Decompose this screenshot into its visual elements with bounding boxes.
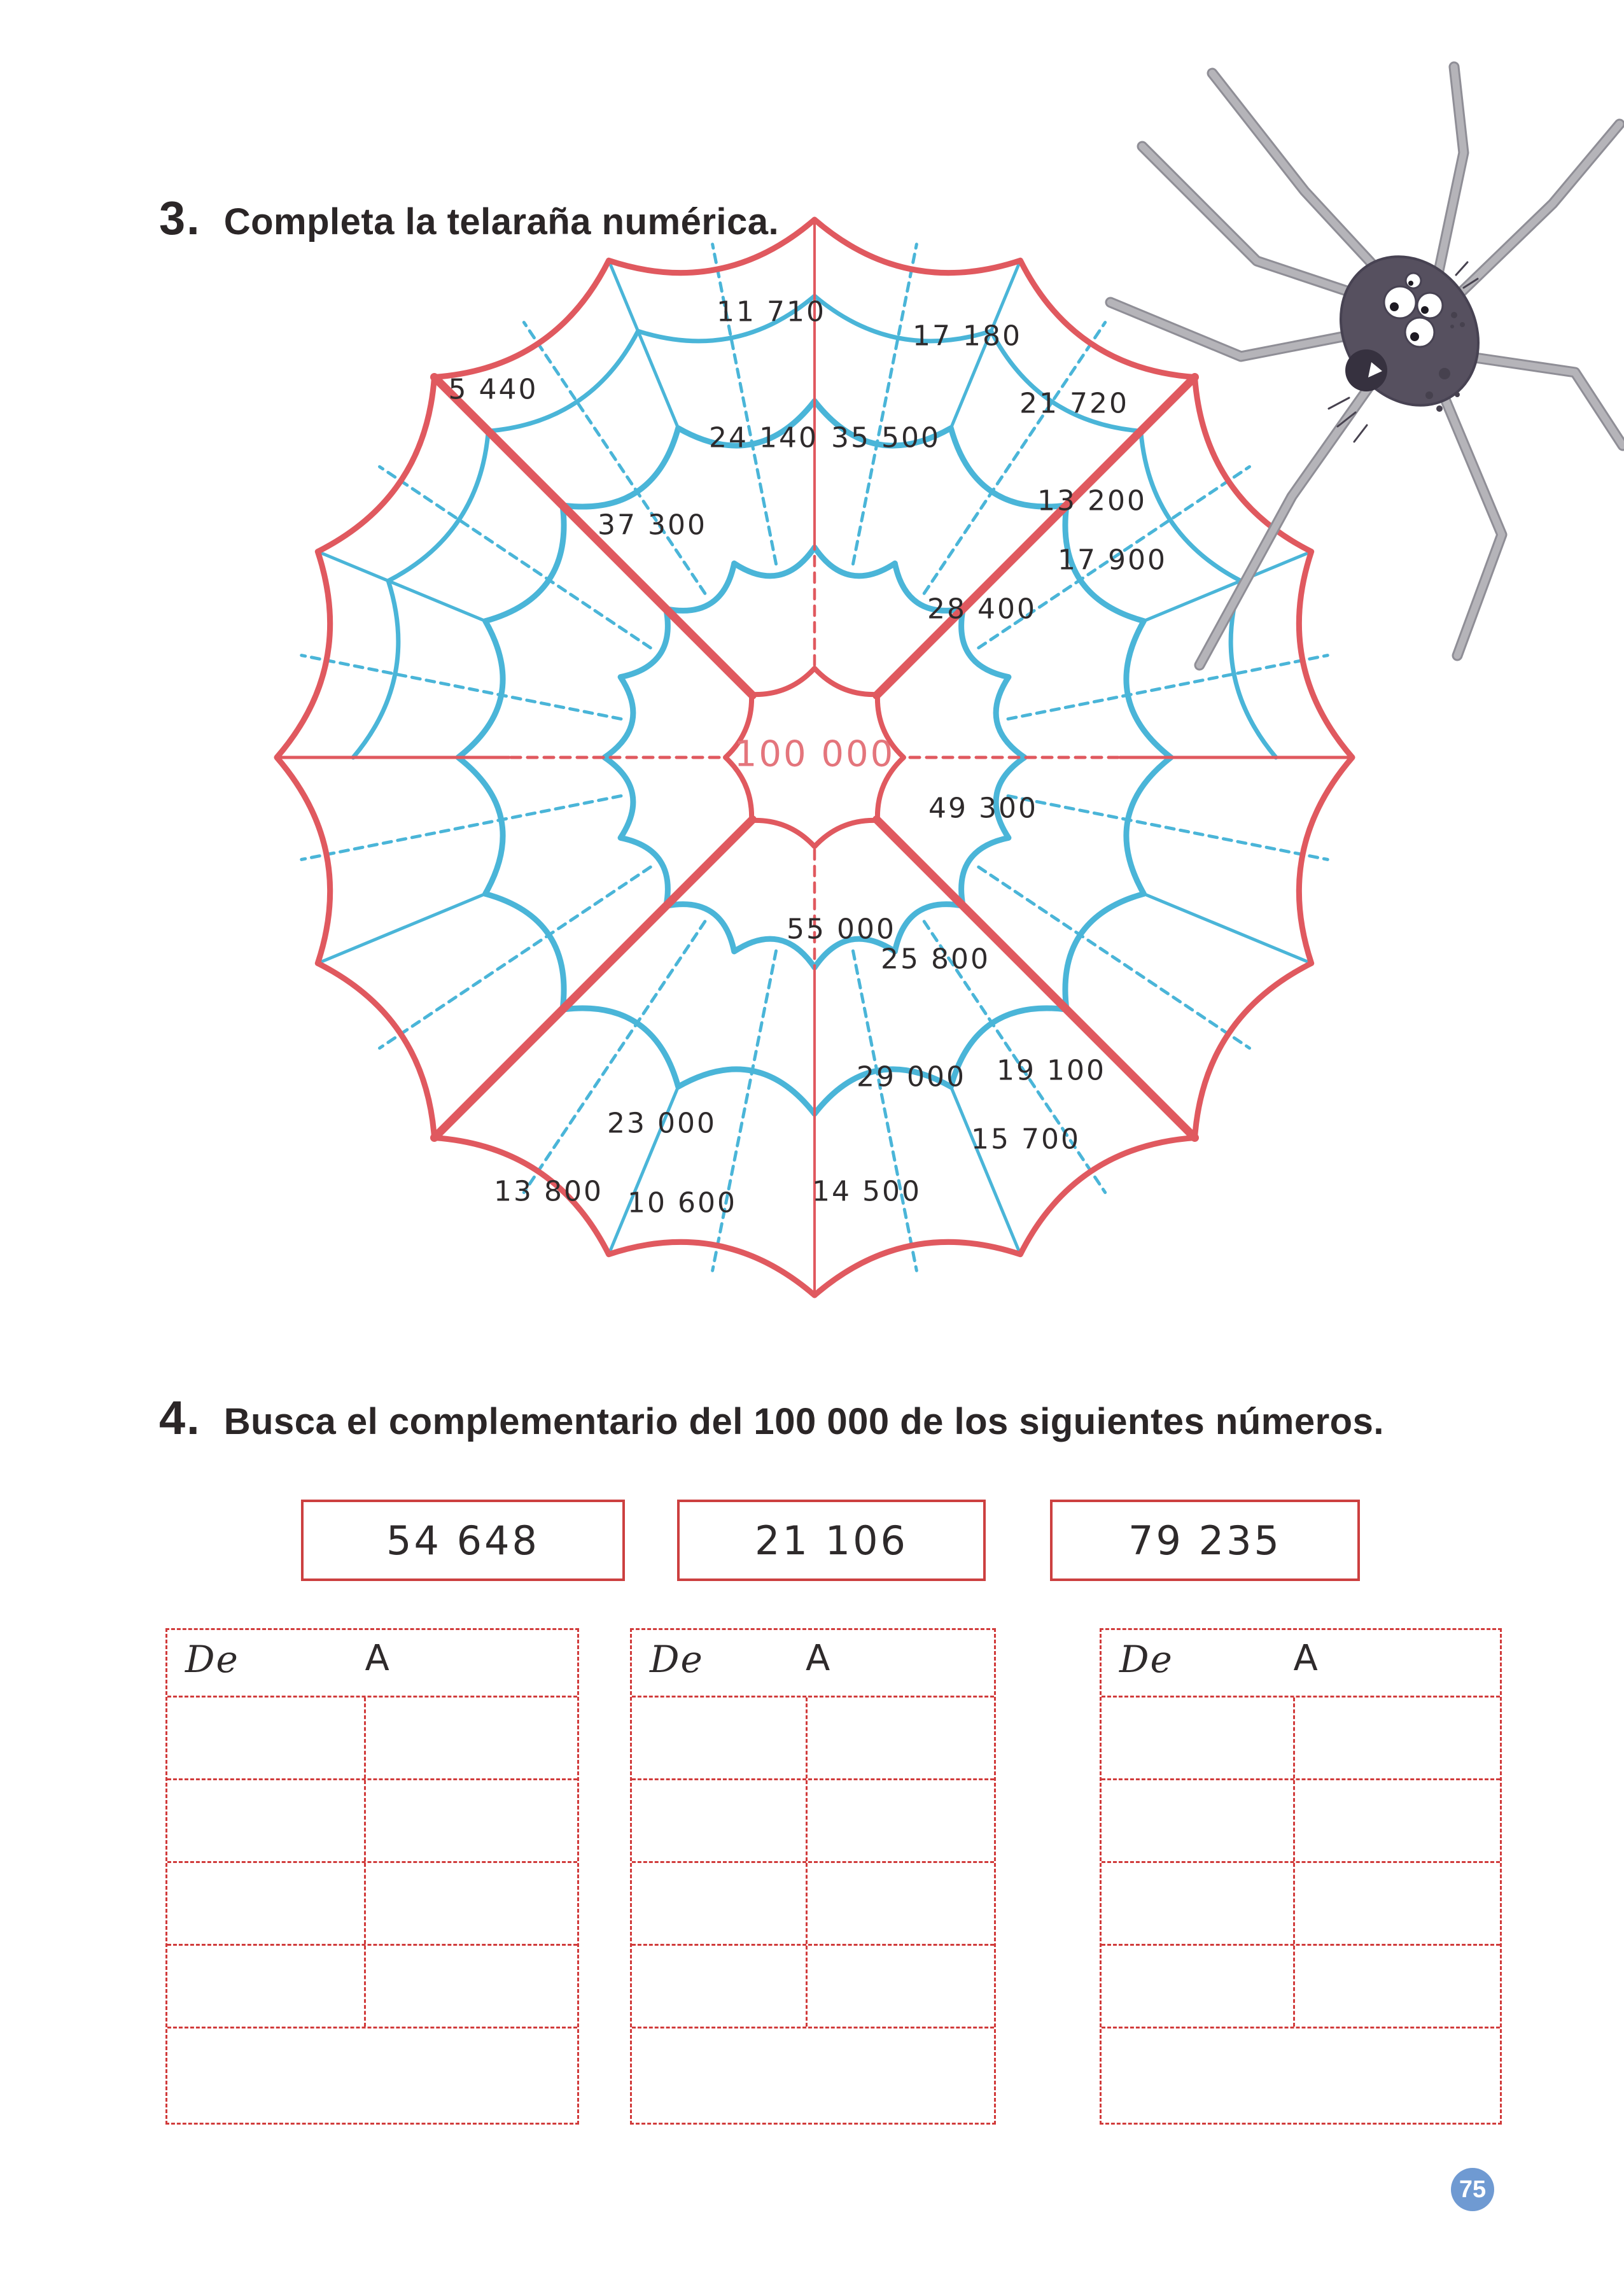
table3-header: De A <box>1102 1630 1500 1698</box>
answer-cell-a[interactable] <box>808 1780 994 1861</box>
answer-cell-de[interactable] <box>167 1780 367 1861</box>
answer-cell-de[interactable] <box>632 1946 808 2027</box>
spider-eyes <box>1383 272 1444 348</box>
answer-table-3: De A <box>1100 1628 1502 2125</box>
answer-cell-total[interactable] <box>167 2028 577 2123</box>
column-header-de: De <box>1119 1638 1173 1681</box>
answer-cell-total[interactable] <box>632 2028 994 2123</box>
answer-cell-total[interactable] <box>1102 2028 1500 2123</box>
answer-cell-a[interactable] <box>1295 1946 1500 2027</box>
page-number-badge: 75 <box>1451 2168 1494 2211</box>
answer-cell-a[interactable] <box>1295 1780 1500 1861</box>
spider-spots <box>1425 312 1465 412</box>
answer-cell-de[interactable] <box>167 1946 367 2027</box>
answer-cell-de[interactable] <box>1102 1780 1295 1861</box>
answer-cell-a[interactable] <box>808 1863 994 1944</box>
answer-cell-a[interactable] <box>808 1946 994 2027</box>
exercise3-number: 3. <box>159 192 201 244</box>
exercise4-title: Busca el complementario del 100 000 de l… <box>223 1401 1384 1442</box>
spider-web-svg <box>274 216 1355 1298</box>
number-box-3: 79 235 <box>1050 1500 1360 1581</box>
column-header-a: A <box>806 1638 830 1679</box>
answer-cell-a[interactable] <box>1295 1863 1500 1944</box>
table2-header: De A <box>632 1630 994 1698</box>
table1-header: De A <box>167 1630 577 1698</box>
answer-cell-de[interactable] <box>1102 1863 1295 1944</box>
column-header-de: De <box>650 1638 704 1681</box>
spider-web-diagram <box>255 194 1375 1327</box>
answer-cell-de[interactable] <box>1102 1946 1295 2027</box>
answer-cell-de[interactable] <box>167 1863 367 1944</box>
number-box-2: 21 106 <box>677 1500 986 1581</box>
column-header-a: A <box>365 1638 389 1679</box>
answer-cell-a[interactable] <box>366 1698 577 1778</box>
answer-cell-de[interactable] <box>1102 1698 1295 1778</box>
exercise3-heading: 3. Completa la telaraña numérica. <box>159 191 779 245</box>
number-box-1: 54 648 <box>301 1500 625 1581</box>
answer-cell-a[interactable] <box>808 1698 994 1778</box>
exercise3-title: Completa la telaraña numérica. <box>223 201 780 243</box>
column-header-a: A <box>1293 1638 1318 1679</box>
answer-cell-a[interactable] <box>366 1946 577 2027</box>
exercise4-heading: 4. Busca el complementario del 100 000 d… <box>159 1391 1384 1445</box>
answer-cell-a[interactable] <box>1295 1698 1500 1778</box>
answer-cell-de[interactable] <box>632 1698 808 1778</box>
answer-cell-de[interactable] <box>167 1698 367 1778</box>
answer-cell-a[interactable] <box>366 1863 577 1944</box>
answer-cell-a[interactable] <box>366 1780 577 1861</box>
exercise4-number: 4. <box>159 1391 201 1444</box>
answer-cell-de[interactable] <box>632 1863 808 1944</box>
answer-table-1: De A <box>165 1628 579 2125</box>
column-header-de: De <box>185 1638 239 1681</box>
answer-table-2: De A <box>630 1628 996 2125</box>
answer-cell-de[interactable] <box>632 1780 808 1861</box>
